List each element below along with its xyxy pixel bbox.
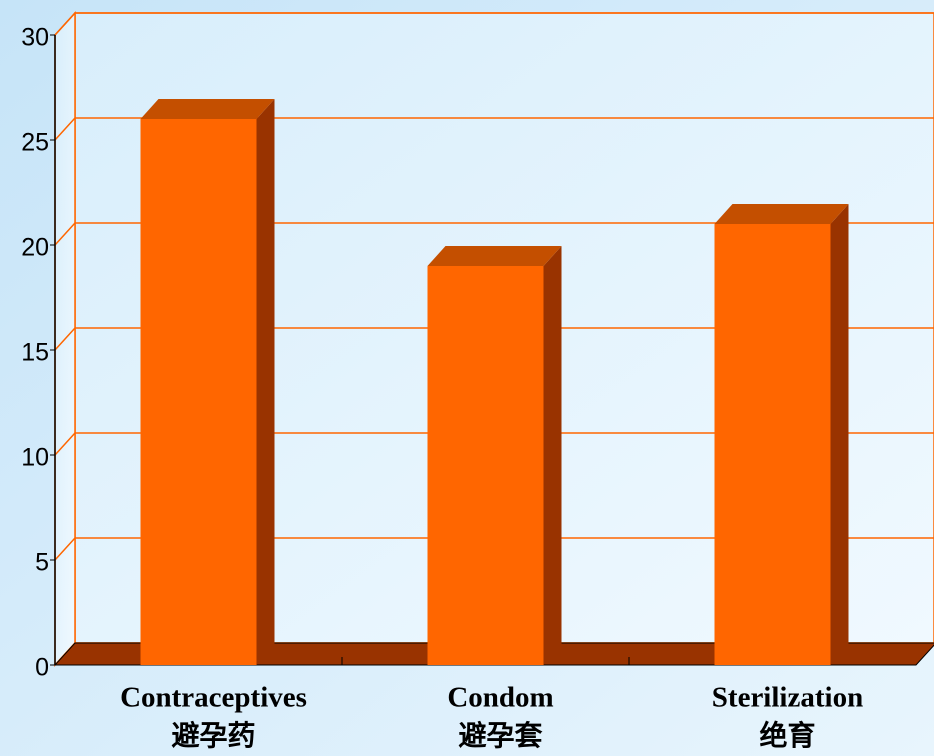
bar	[427, 266, 544, 665]
y-tick-label: 10	[21, 444, 49, 472]
grid-line-side	[54, 537, 76, 561]
grid-line-side	[54, 432, 76, 456]
y-tick-label: 25	[21, 129, 49, 157]
y-tick-label: 20	[21, 234, 49, 262]
x-tick-label: Condom	[447, 682, 553, 714]
bar-top	[714, 204, 849, 224]
x-tick-label: Sterilization	[712, 682, 863, 714]
bar	[140, 119, 257, 665]
grid-line-side	[54, 12, 76, 36]
y-tick-label: 30	[21, 24, 49, 52]
grid-line-side	[54, 327, 76, 351]
y-tick-label: 5	[35, 549, 49, 577]
x-tick-label-zh: 绝育	[759, 719, 815, 752]
x-tick-label-zh: 避孕药	[171, 719, 255, 752]
y-tick-label: 0	[35, 654, 49, 682]
bar-side	[256, 99, 275, 665]
x-tick-label: Contraceptives	[120, 682, 307, 714]
x-tick-label-zh: 避孕套	[458, 719, 543, 752]
bar-side	[830, 204, 849, 665]
grid-line-side	[54, 222, 76, 246]
bar-top	[140, 99, 275, 119]
bar-side	[543, 246, 562, 665]
bar	[714, 224, 831, 665]
grid-line-side	[54, 117, 76, 141]
y-tick-label: 15	[21, 339, 49, 367]
bar-top	[427, 246, 562, 266]
